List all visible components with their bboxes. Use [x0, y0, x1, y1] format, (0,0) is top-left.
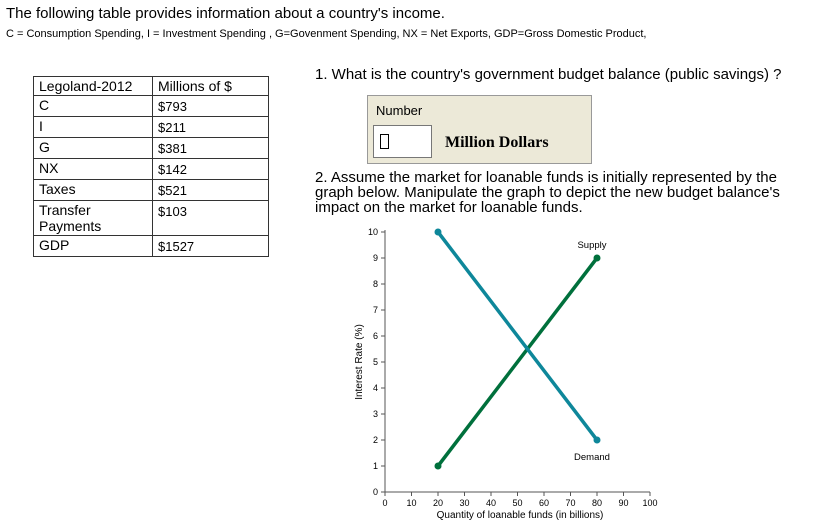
text-cursor-icon — [380, 134, 389, 149]
table-cell-value: $103 — [152, 200, 269, 236]
table-cell-value: $521 — [152, 179, 269, 201]
table-cell-value: $381 — [152, 137, 269, 159]
x-tick-label: 0 — [382, 498, 387, 508]
table-cell-label: C — [33, 95, 153, 117]
x-tick-label: 60 — [539, 498, 549, 508]
table-row: GDP $1527 — [33, 235, 269, 257]
x-axis-label: Quantity of loanable funds (in billions) — [437, 510, 604, 521]
table-row: I $211 — [33, 116, 269, 138]
table-cell-label: G — [33, 137, 153, 159]
x-tick-label: 100 — [642, 498, 657, 508]
table-cell-label: Transfer Payments — [33, 200, 153, 236]
answer-label: Number — [376, 103, 423, 118]
y-tick-label: 7 — [373, 305, 378, 315]
y-tick-label: 8 — [373, 279, 378, 289]
series-group: Supply Demand — [434, 228, 610, 470]
demand-handle-point[interactable] — [593, 436, 601, 444]
x-tick-label: 90 — [618, 498, 628, 508]
question-2-text: 2. Assume the market for loanable funds … — [315, 169, 780, 216]
demand-curve[interactable] — [436, 230, 599, 442]
x-tick-label: 20 — [433, 498, 443, 508]
table-cell-value: $142 — [152, 158, 269, 180]
y-tick-label: 4 — [373, 383, 378, 393]
table-cell-label: I — [33, 116, 153, 138]
x-tick-label: 70 — [565, 498, 575, 508]
table-cell-value: $1527 — [152, 235, 269, 257]
y-tick-label: 0 — [373, 487, 378, 497]
table-cell-value: $211 — [152, 116, 269, 138]
supply-handle-point[interactable] — [434, 462, 442, 470]
tick-group: 0 10 20 30 40 50 60 70 80 90 100 0 1 2 3 4 5 6 7 8 9 10 — [368, 227, 658, 508]
y-tick-label: 3 — [373, 409, 378, 419]
x-tick-label: 40 — [486, 498, 496, 508]
y-tick-label: 9 — [373, 253, 378, 263]
intro-title: The following table provides information… — [6, 5, 445, 22]
x-tick-label: 80 — [592, 498, 602, 508]
budget-balance-input[interactable] — [373, 125, 432, 158]
demand-handle-point[interactable] — [434, 228, 442, 236]
y-tick-label: 10 — [368, 227, 378, 237]
table-row: Transfer Payments $103 — [33, 200, 269, 236]
question-1-text: 1. What is the country's government budg… — [315, 66, 782, 83]
table-cell-label: Taxes — [33, 179, 153, 201]
y-tick-label: 2 — [373, 435, 378, 445]
y-tick-label: 5 — [373, 357, 378, 367]
table-header-cell: Millions of $ — [152, 76, 269, 96]
demand-label: Demand — [574, 452, 610, 463]
table-header-cell: Legoland-2012 — [33, 76, 153, 96]
table-cell-value: $793 — [152, 95, 269, 117]
table-row: G $381 — [33, 137, 269, 159]
answer-unit: Million Dollars — [445, 134, 549, 151]
x-tick-label: 10 — [406, 498, 416, 508]
table-header-row: Legoland-2012 Millions of $ — [33, 76, 269, 96]
supply-curve[interactable] — [436, 256, 599, 468]
answer-box: Number Million Dollars — [367, 95, 592, 164]
y-tick-label: 6 — [373, 331, 378, 341]
table-row: NX $142 — [33, 158, 269, 180]
x-tick-label: 50 — [512, 498, 522, 508]
income-table: Legoland-2012 Millions of $ C $793 I $21… — [33, 76, 269, 257]
table-row: Taxes $521 — [33, 179, 269, 201]
y-axis-label: Interest Rate (%) — [354, 324, 365, 400]
supply-handle-point[interactable] — [593, 254, 601, 262]
supply-label: Supply — [577, 240, 606, 251]
table-row: C $793 — [33, 95, 269, 117]
x-tick-label: 30 — [459, 498, 469, 508]
table-cell-label: GDP — [33, 235, 153, 257]
table-cell-label: NX — [33, 158, 153, 180]
loanable-funds-graph[interactable]: 0 10 20 30 40 50 60 70 80 90 100 0 1 2 3 4 5 6 7 8 9 10 Inter… — [340, 222, 670, 522]
y-tick-label: 1 — [373, 461, 378, 471]
definitions-text: C = Consumption Spending, I = Investment… — [6, 28, 647, 40]
